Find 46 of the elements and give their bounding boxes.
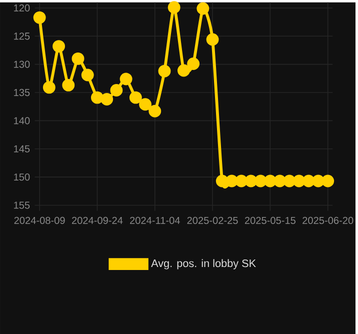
point [139,98,152,111]
y-tick-label: 140 [14,117,30,124]
point [312,174,324,188]
point [264,174,276,188]
point [283,174,296,188]
point [254,174,267,188]
point [72,52,84,65]
point [129,91,142,104]
x-tick-label: 2024-11-04 [130,216,180,224]
point [322,174,334,188]
y-tick-label: 125 [14,32,30,40]
y-tick-label: 155 [14,202,30,209]
point [110,84,123,96]
legend-label: Avg. pos. in lobby SK [151,259,256,270]
y-tick-label: 150 [14,173,30,181]
y-tick-label: 145 [14,145,30,152]
x-tick-label: 2025-06-20 [302,216,354,224]
point [226,174,238,188]
x-tick-label: 2024-08-09 [14,216,65,224]
point [90,91,104,104]
point [33,11,46,24]
x-tick-label: 2024-09-24 [72,216,123,224]
point [292,174,306,188]
point [235,174,248,188]
y-tick-label: 120 [14,4,30,12]
point [187,58,200,70]
point [62,78,75,92]
x-tick-label: 2025-05-15 [244,216,296,224]
point [196,2,210,15]
y-tick-label: 130 [14,60,30,68]
point [216,174,228,188]
point [81,68,94,82]
point [52,40,66,53]
point [244,174,258,188]
point [302,174,315,188]
point [274,174,286,188]
y-tick-label: 135 [14,88,30,96]
point [100,93,114,106]
x-tick-label: 2025-02-25 [187,216,238,224]
point [168,1,180,14]
point [42,81,56,94]
point [158,64,171,78]
point [148,104,162,118]
point [120,72,132,86]
point [206,33,219,46]
point [177,64,190,77]
